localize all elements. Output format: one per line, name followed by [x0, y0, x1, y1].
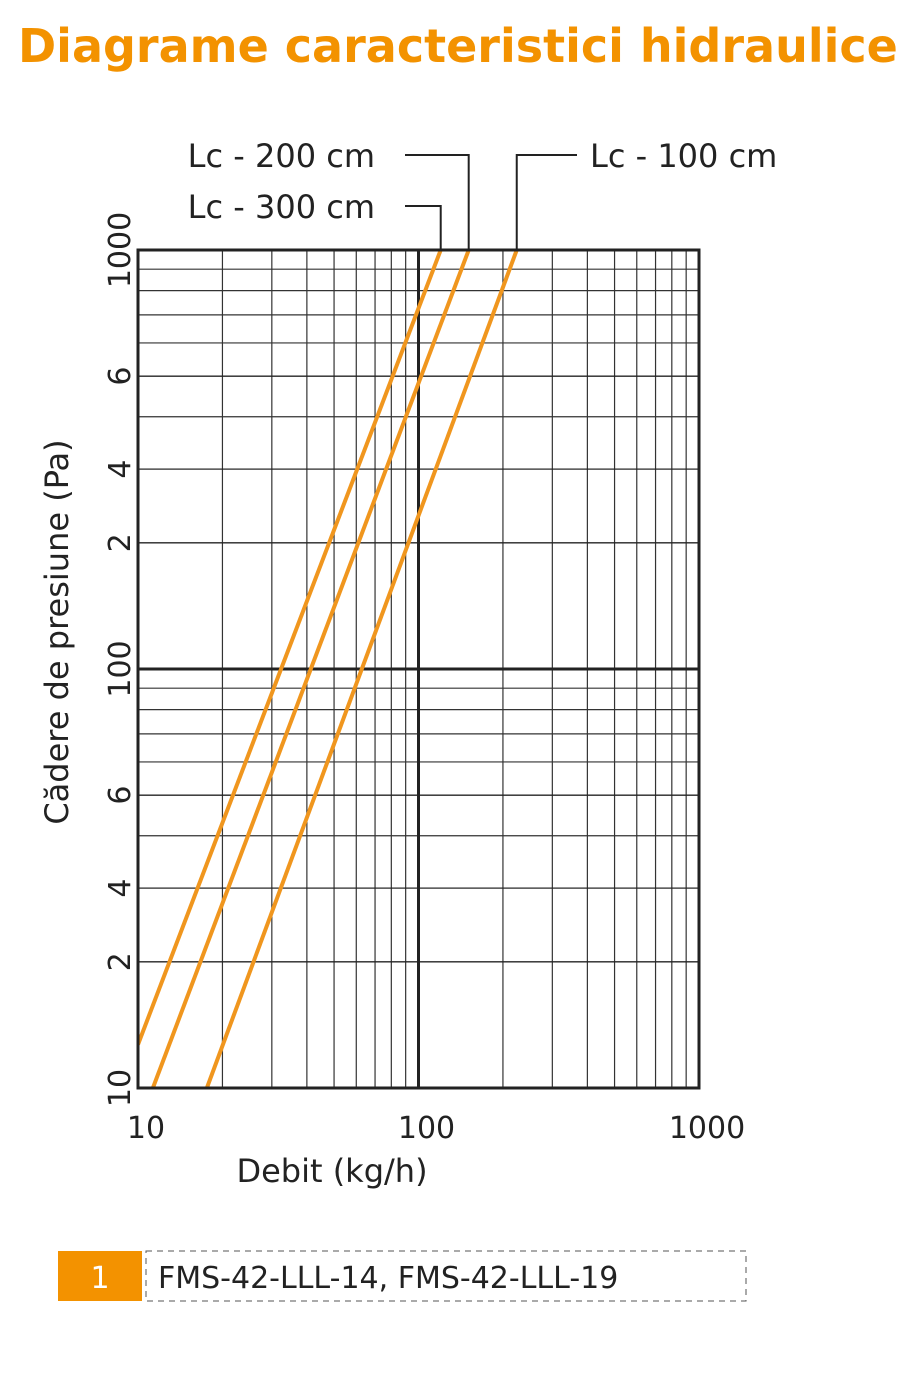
footer-number: 1 — [90, 1261, 109, 1296]
grid — [136, 248, 701, 1090]
legend-label: Lc - 200 cm — [188, 137, 375, 175]
y-tick-label: 2 — [103, 952, 138, 971]
legend-label: Lc - 100 cm — [590, 137, 777, 175]
y-tick-label: 10 — [103, 1069, 138, 1107]
y-tick-label: 2 — [103, 533, 138, 552]
footer-text: FMS-42-LLL-14, FMS-42-LLL-19 — [158, 1261, 618, 1296]
footer-number-box — [58, 1251, 142, 1301]
y-axis-label: Cădere de presiune (Pa) — [38, 439, 76, 824]
footer-frame — [145, 1250, 747, 1302]
y-tick-label: 100 — [103, 640, 138, 697]
legend-connector — [515, 154, 577, 250]
page-title: Diagrame caracteristici hidraulice — [18, 19, 898, 73]
y-tick-label: 4 — [103, 879, 138, 898]
legend-label: Lc - 300 cm — [188, 188, 375, 226]
legend-connector — [405, 154, 470, 250]
y-tick-label: 6 — [103, 786, 138, 805]
x-tick-label: 1000 — [669, 1111, 745, 1146]
series-line — [138, 250, 443, 1046]
x-axis-label: Debit (kg/h) — [236, 1152, 427, 1190]
y-tick-label: 4 — [103, 460, 138, 479]
series-line — [204, 250, 519, 1088]
x-tick-label: 10 — [127, 1111, 165, 1146]
y-tick-label: 6 — [103, 367, 138, 386]
plot-frame — [136, 248, 701, 1090]
x-tick-label: 100 — [398, 1111, 455, 1146]
lines — [138, 250, 519, 1088]
y-tick-label: 1000 — [103, 212, 138, 288]
legend-connector — [405, 205, 442, 250]
series-line — [151, 250, 471, 1088]
